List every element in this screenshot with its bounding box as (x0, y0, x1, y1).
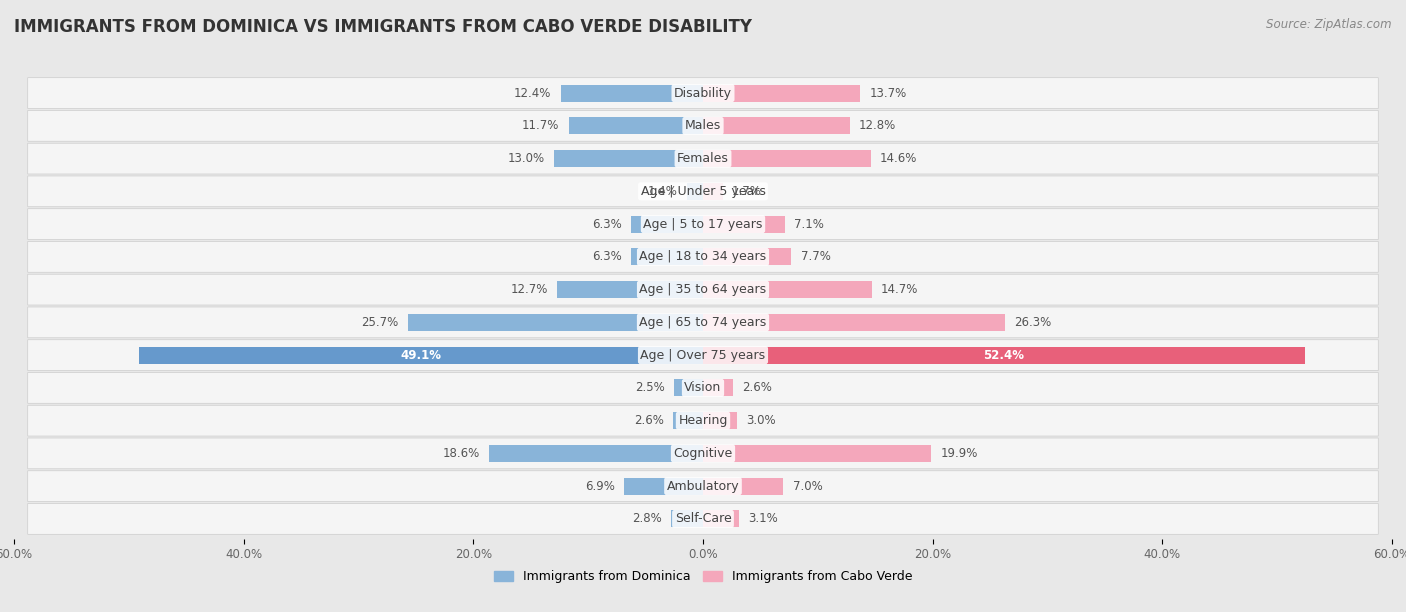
Text: 2.8%: 2.8% (631, 512, 662, 526)
Bar (408, 314, 703, 331)
Text: 14.7%: 14.7% (882, 283, 918, 296)
Legend: Immigrants from Dominica, Immigrants from Cabo Verde: Immigrants from Dominica, Immigrants fro… (489, 565, 917, 588)
Text: Ambulatory: Ambulatory (666, 480, 740, 493)
Text: Age | 18 to 34 years: Age | 18 to 34 years (640, 250, 766, 263)
Text: 25.7%: 25.7% (361, 316, 399, 329)
Text: 1.4%: 1.4% (648, 185, 678, 198)
Bar (703, 412, 738, 429)
Text: 6.3%: 6.3% (592, 218, 621, 231)
Text: Vision: Vision (685, 381, 721, 394)
Text: 11.7%: 11.7% (522, 119, 560, 132)
Text: Females: Females (678, 152, 728, 165)
Text: 13.0%: 13.0% (508, 152, 544, 165)
FancyBboxPatch shape (28, 176, 1378, 207)
Bar (703, 183, 723, 200)
Text: Age | Under 5 years: Age | Under 5 years (641, 185, 765, 198)
Bar (703, 445, 932, 462)
Text: 2.5%: 2.5% (636, 381, 665, 394)
Bar (624, 477, 703, 494)
Text: 12.4%: 12.4% (515, 86, 551, 100)
Bar (703, 477, 783, 494)
Text: 26.3%: 26.3% (1014, 316, 1052, 329)
FancyBboxPatch shape (28, 274, 1378, 305)
FancyBboxPatch shape (28, 242, 1378, 272)
Bar (703, 84, 860, 102)
Text: 2.6%: 2.6% (742, 381, 772, 394)
Text: 7.0%: 7.0% (793, 480, 823, 493)
FancyBboxPatch shape (28, 373, 1378, 403)
Bar (561, 84, 703, 102)
Bar (703, 314, 1005, 331)
Bar (703, 510, 738, 528)
Text: Source: ZipAtlas.com: Source: ZipAtlas.com (1267, 18, 1392, 31)
Text: Age | 5 to 17 years: Age | 5 to 17 years (644, 218, 762, 231)
FancyBboxPatch shape (28, 209, 1378, 239)
Text: Age | 65 to 74 years: Age | 65 to 74 years (640, 316, 766, 329)
Bar (673, 412, 703, 429)
Bar (703, 118, 851, 135)
Bar (688, 183, 703, 200)
FancyBboxPatch shape (28, 307, 1378, 338)
Bar (568, 118, 703, 135)
FancyBboxPatch shape (28, 504, 1378, 534)
Text: 7.7%: 7.7% (800, 250, 831, 263)
Text: 49.1%: 49.1% (401, 349, 441, 362)
Bar (671, 510, 703, 528)
Text: 6.9%: 6.9% (585, 480, 614, 493)
Bar (703, 281, 872, 298)
Bar (631, 248, 703, 266)
FancyBboxPatch shape (28, 405, 1378, 436)
Text: 7.1%: 7.1% (794, 218, 824, 231)
Bar (554, 150, 703, 167)
Text: 12.7%: 12.7% (510, 283, 548, 296)
Text: Cognitive: Cognitive (673, 447, 733, 460)
Text: 6.3%: 6.3% (592, 250, 621, 263)
FancyBboxPatch shape (28, 438, 1378, 469)
FancyBboxPatch shape (28, 110, 1378, 141)
Bar (631, 215, 703, 233)
FancyBboxPatch shape (28, 471, 1378, 502)
Text: 13.7%: 13.7% (869, 86, 907, 100)
Text: 3.1%: 3.1% (748, 512, 778, 526)
Text: Age | 35 to 64 years: Age | 35 to 64 years (640, 283, 766, 296)
Text: 18.6%: 18.6% (443, 447, 481, 460)
Text: Hearing: Hearing (678, 414, 728, 427)
Text: Age | Over 75 years: Age | Over 75 years (641, 349, 765, 362)
Text: Males: Males (685, 119, 721, 132)
Text: 12.8%: 12.8% (859, 119, 897, 132)
Text: 19.9%: 19.9% (941, 447, 979, 460)
Text: 52.4%: 52.4% (983, 349, 1025, 362)
Bar (703, 346, 1305, 364)
Bar (703, 215, 785, 233)
Text: 1.7%: 1.7% (731, 185, 762, 198)
Bar (139, 346, 703, 364)
Bar (703, 248, 792, 266)
Bar (703, 150, 870, 167)
Text: 14.6%: 14.6% (880, 152, 917, 165)
FancyBboxPatch shape (28, 143, 1378, 174)
FancyBboxPatch shape (28, 78, 1378, 108)
Bar (703, 379, 733, 397)
Bar (489, 445, 703, 462)
Text: 3.0%: 3.0% (747, 414, 776, 427)
Text: IMMIGRANTS FROM DOMINICA VS IMMIGRANTS FROM CABO VERDE DISABILITY: IMMIGRANTS FROM DOMINICA VS IMMIGRANTS F… (14, 18, 752, 36)
Bar (557, 281, 703, 298)
FancyBboxPatch shape (28, 340, 1378, 370)
Bar (675, 379, 703, 397)
Text: 2.6%: 2.6% (634, 414, 664, 427)
Text: Disability: Disability (673, 86, 733, 100)
Text: Self-Care: Self-Care (675, 512, 731, 526)
